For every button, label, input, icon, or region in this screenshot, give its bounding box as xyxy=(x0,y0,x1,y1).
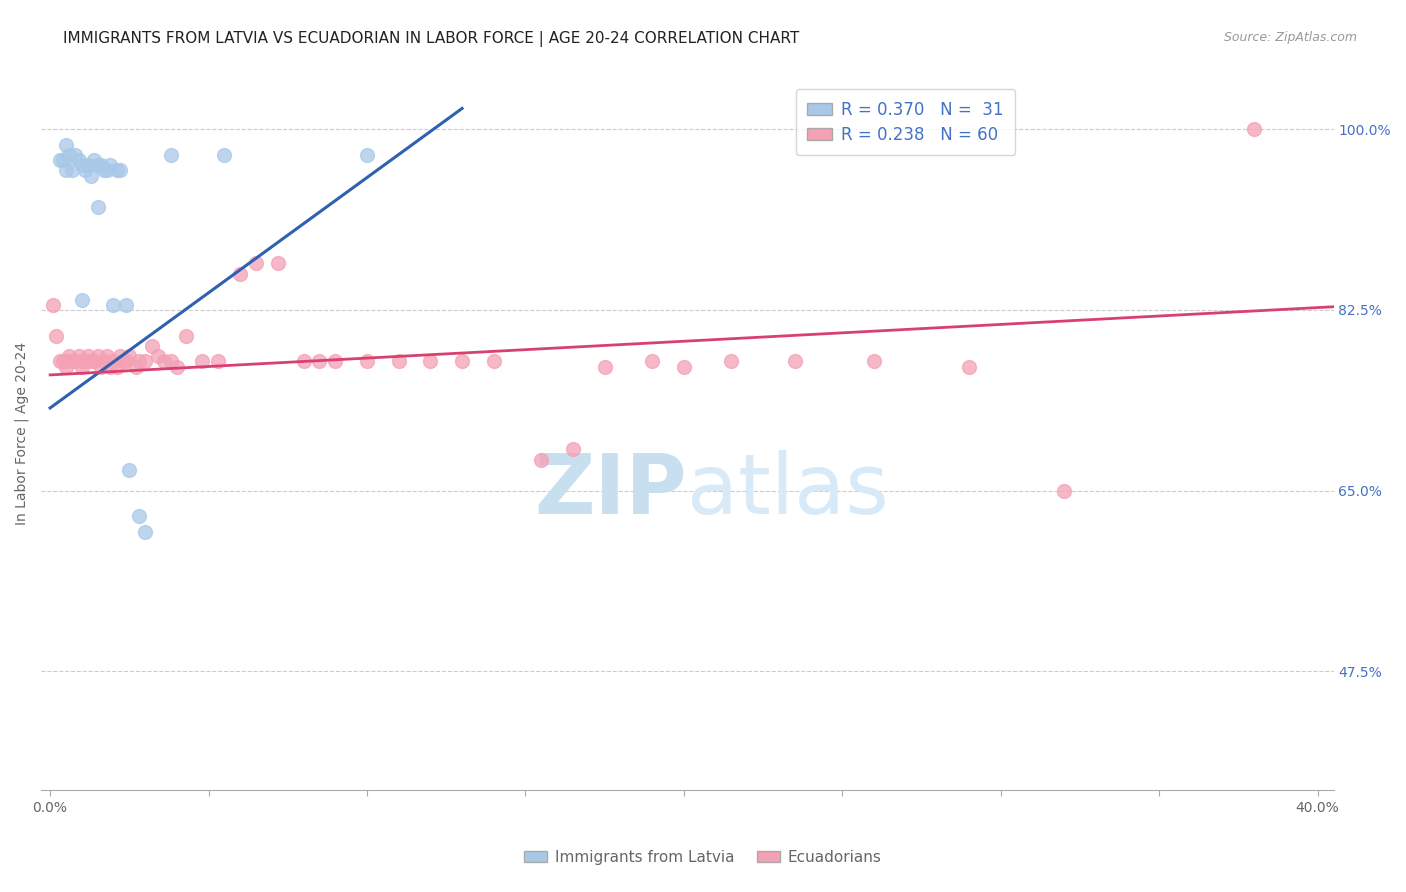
Point xyxy=(593,359,616,374)
Point xyxy=(83,153,105,167)
Point xyxy=(134,354,156,368)
Point xyxy=(128,509,150,524)
Point xyxy=(67,349,90,363)
Point xyxy=(118,349,141,363)
Point xyxy=(55,163,77,178)
Point xyxy=(86,349,108,363)
Point xyxy=(267,256,290,270)
Point xyxy=(118,463,141,477)
Point xyxy=(108,163,131,178)
Point xyxy=(55,137,77,152)
Point xyxy=(451,354,474,368)
Point xyxy=(86,158,108,172)
Point xyxy=(70,293,93,307)
Point xyxy=(90,359,112,374)
Y-axis label: In Labor Force | Age 20-24: In Labor Force | Age 20-24 xyxy=(15,343,30,525)
Point xyxy=(55,354,77,368)
Point xyxy=(530,452,553,467)
Point xyxy=(42,298,65,312)
Point xyxy=(77,349,100,363)
Point xyxy=(214,148,236,162)
Point xyxy=(482,354,505,368)
Point xyxy=(863,354,886,368)
Point xyxy=(93,163,115,178)
Point xyxy=(388,354,411,368)
Point xyxy=(98,359,121,374)
Point xyxy=(957,359,980,374)
Legend: Immigrants from Latvia, Ecuadorians: Immigrants from Latvia, Ecuadorians xyxy=(519,844,887,871)
Point xyxy=(86,200,108,214)
Legend: R = 0.370   N =  31, R = 0.238   N = 60: R = 0.370 N = 31, R = 0.238 N = 60 xyxy=(796,89,1015,155)
Point xyxy=(105,163,128,178)
Point xyxy=(80,169,103,183)
Point xyxy=(70,354,93,368)
Point xyxy=(134,524,156,539)
Point xyxy=(67,153,90,167)
Point xyxy=(83,354,105,368)
Point xyxy=(641,354,664,368)
Point xyxy=(108,349,131,363)
Point xyxy=(73,163,96,178)
Point xyxy=(1243,122,1265,136)
Point xyxy=(153,354,176,368)
Point xyxy=(141,339,163,353)
Point xyxy=(356,354,378,368)
Point xyxy=(93,354,115,368)
Point xyxy=(55,359,77,374)
Point xyxy=(207,354,229,368)
Point xyxy=(65,354,87,368)
Point xyxy=(111,354,134,368)
Point xyxy=(73,354,96,368)
Text: IMMIGRANTS FROM LATVIA VS ECUADORIAN IN LABOR FORCE | AGE 20-24 CORRELATION CHAR: IMMIGRANTS FROM LATVIA VS ECUADORIAN IN … xyxy=(63,31,800,47)
Point xyxy=(292,354,315,368)
Point xyxy=(166,359,188,374)
Point xyxy=(115,354,138,368)
Point xyxy=(52,354,75,368)
Text: Source: ZipAtlas.com: Source: ZipAtlas.com xyxy=(1223,31,1357,45)
Point xyxy=(90,158,112,172)
Point xyxy=(52,153,75,167)
Point xyxy=(70,158,93,172)
Point xyxy=(103,354,125,368)
Point xyxy=(562,442,585,457)
Text: atlas: atlas xyxy=(688,450,889,532)
Point xyxy=(159,354,181,368)
Point xyxy=(229,267,252,281)
Point xyxy=(356,148,378,162)
Point xyxy=(58,349,80,363)
Point xyxy=(323,354,346,368)
Point xyxy=(70,359,93,374)
Point xyxy=(45,328,67,343)
Point xyxy=(80,354,103,368)
Point xyxy=(65,148,87,162)
Point xyxy=(60,163,83,178)
Point xyxy=(128,354,150,368)
Point xyxy=(245,256,267,270)
Point xyxy=(48,153,70,167)
Point xyxy=(48,354,70,368)
Point xyxy=(720,354,742,368)
Point xyxy=(191,354,214,368)
Point xyxy=(77,158,100,172)
Point xyxy=(672,359,695,374)
Text: ZIP: ZIP xyxy=(534,450,688,532)
Point xyxy=(124,359,146,374)
Point xyxy=(308,354,330,368)
Point xyxy=(176,328,198,343)
Point xyxy=(115,298,138,312)
Point xyxy=(105,359,128,374)
Point xyxy=(96,349,118,363)
Point xyxy=(146,349,169,363)
Point xyxy=(103,298,125,312)
Point xyxy=(1053,483,1076,498)
Point xyxy=(98,158,121,172)
Point xyxy=(783,354,806,368)
Point xyxy=(60,354,83,368)
Point xyxy=(58,148,80,162)
Point xyxy=(419,354,441,368)
Point xyxy=(159,148,181,162)
Point xyxy=(96,163,118,178)
